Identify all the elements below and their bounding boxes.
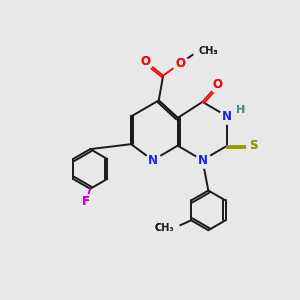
Text: H: H [236,105,245,115]
Text: O: O [175,57,185,70]
Text: S: S [249,139,258,152]
Text: O: O [175,57,185,70]
Text: N: N [197,154,208,167]
Text: CH₃: CH₃ [154,223,174,232]
Text: N: N [148,154,158,167]
Text: O: O [140,55,150,68]
Text: O: O [213,79,223,92]
Text: S: S [249,139,258,152]
Text: H: H [236,105,245,115]
Text: CH₃: CH₃ [154,223,174,232]
Text: F: F [82,195,90,208]
Text: F: F [82,195,90,208]
Text: O: O [213,79,223,92]
Text: N: N [222,110,232,123]
Text: O: O [140,55,150,68]
Text: CH₃: CH₃ [198,46,218,56]
Text: CH₃: CH₃ [198,46,218,56]
